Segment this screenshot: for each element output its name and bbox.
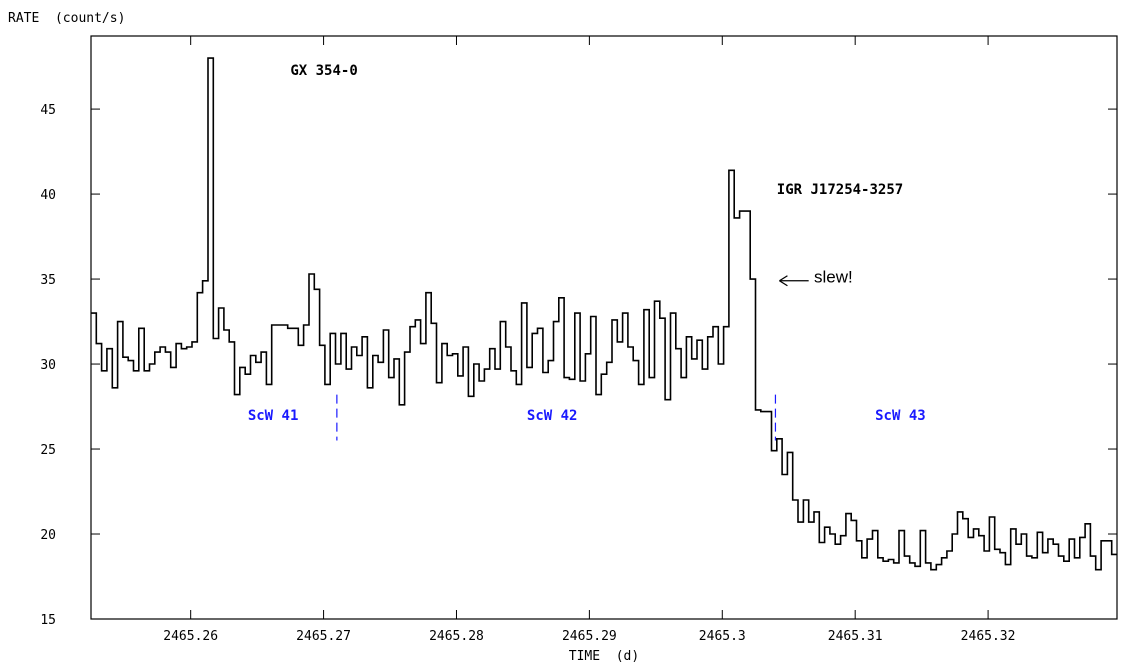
annotations: GX 354-0 IGR J17254-3257 slew! ScW 41 ScW 42…: [248, 63, 926, 424]
x-tick-label: 2465.31: [828, 629, 883, 644]
light-curve-series: [91, 57, 1117, 571]
x-tick-label: 2465.32: [961, 629, 1016, 644]
slew-arrow-head: [779, 275, 788, 287]
annotation-scw42: ScW 42: [527, 408, 578, 424]
x-axis-label: TIME (d): [569, 649, 639, 663]
y-tick-label: 15: [40, 613, 56, 628]
annotation-scw41: ScW 41: [248, 408, 299, 424]
pointing-boundaries: [336, 394, 777, 441]
x-tick-label: 2465.29: [562, 629, 617, 644]
x-tick-label: 2465.3: [699, 629, 746, 644]
y-tick-label: 45: [40, 103, 56, 118]
plot-frame: [90, 35, 1118, 620]
y-tick-label: 35: [40, 273, 56, 288]
annotation-scw43: ScW 43: [875, 408, 926, 424]
annotation-igr: IGR J17254-3257: [777, 182, 903, 198]
y-tick-label: 20: [40, 528, 56, 543]
x-tick-label: 2465.28: [429, 629, 484, 644]
x-tick-label: 2465.27: [296, 629, 351, 644]
y-tick-label: 30: [40, 358, 56, 373]
y-axis-label: RATE (count/s): [8, 11, 125, 26]
annotation-slew: slew!: [814, 267, 853, 286]
y-tick-label: 40: [40, 188, 56, 203]
x-tick-label: 2465.26: [163, 629, 218, 644]
axis-ticks: [91, 36, 1117, 620]
y-tick-label: 25: [40, 443, 56, 458]
axis-tick-labels: 2465.26 2465.27 2465.28 2465.29 2465.3 2465.3…: [40, 103, 1015, 644]
annotation-gx: GX 354-0: [290, 63, 357, 79]
